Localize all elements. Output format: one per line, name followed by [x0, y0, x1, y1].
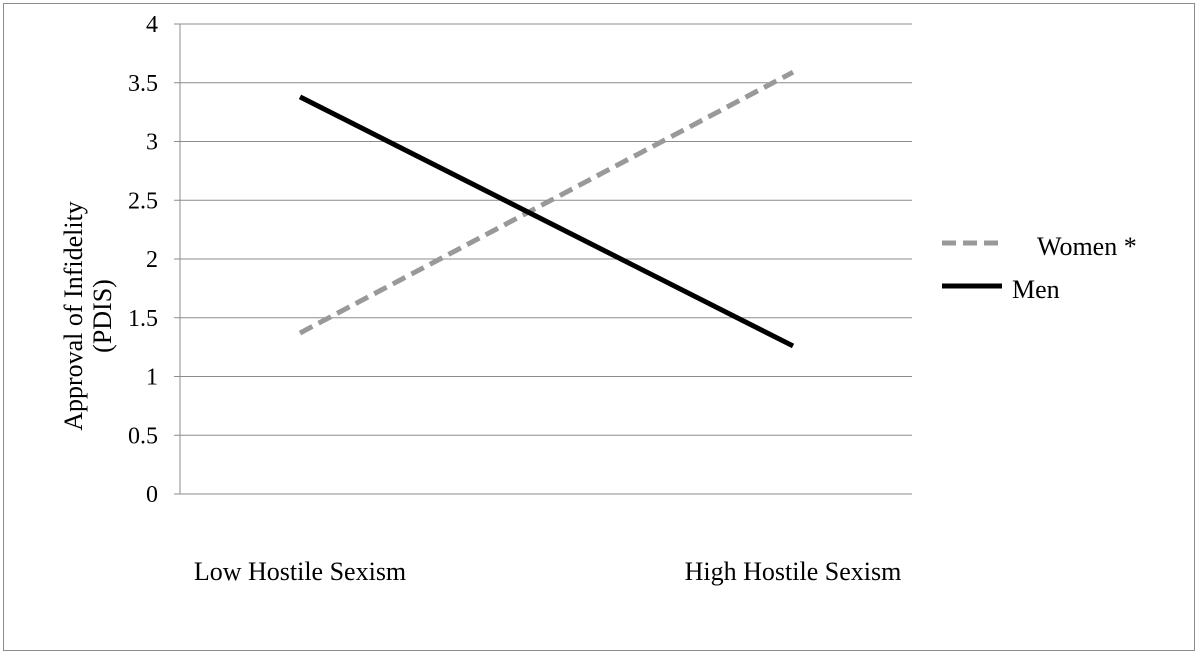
y-axis-label-line: Approval of Infidelity — [59, 201, 88, 431]
y-tick-label: 2.5 — [128, 188, 158, 214]
y-tick-label: 0.5 — [128, 423, 158, 449]
chart-frame — [3, 3, 1195, 651]
gridlines — [174, 23, 912, 495]
y-tick-label: 3 — [146, 130, 158, 156]
y-tick-label: 1.5 — [128, 306, 158, 332]
y-tick-label: 4 — [146, 12, 158, 38]
x-tick-label: High Hostile Sexism — [685, 557, 902, 586]
y-tick-labels: 0 0.5 1 1.5 2 2.5 3 3.5 4 — [128, 12, 158, 508]
y-tick-label: 0 — [146, 482, 158, 508]
series-lines — [298, 69, 795, 349]
y-tick-label: 2 — [146, 247, 158, 273]
y-tick-label: 1 — [146, 365, 158, 391]
y-axis-label: Approval of Infidelity (PDIS) — [59, 201, 117, 431]
legend-label: Men — [1012, 275, 1060, 304]
x-tick-labels: Low Hostile Sexism High Hostile Sexism — [194, 557, 902, 586]
legend: Women * Men — [942, 232, 1137, 304]
series-line-men — [298, 94, 795, 349]
legend-label: Women * — [1037, 232, 1137, 261]
x-tick-label: Low Hostile Sexism — [194, 557, 406, 586]
series-line-women — [298, 69, 795, 336]
y-axis-label-line: (PDIS) — [88, 279, 117, 353]
y-tick-label: 3.5 — [128, 71, 158, 97]
